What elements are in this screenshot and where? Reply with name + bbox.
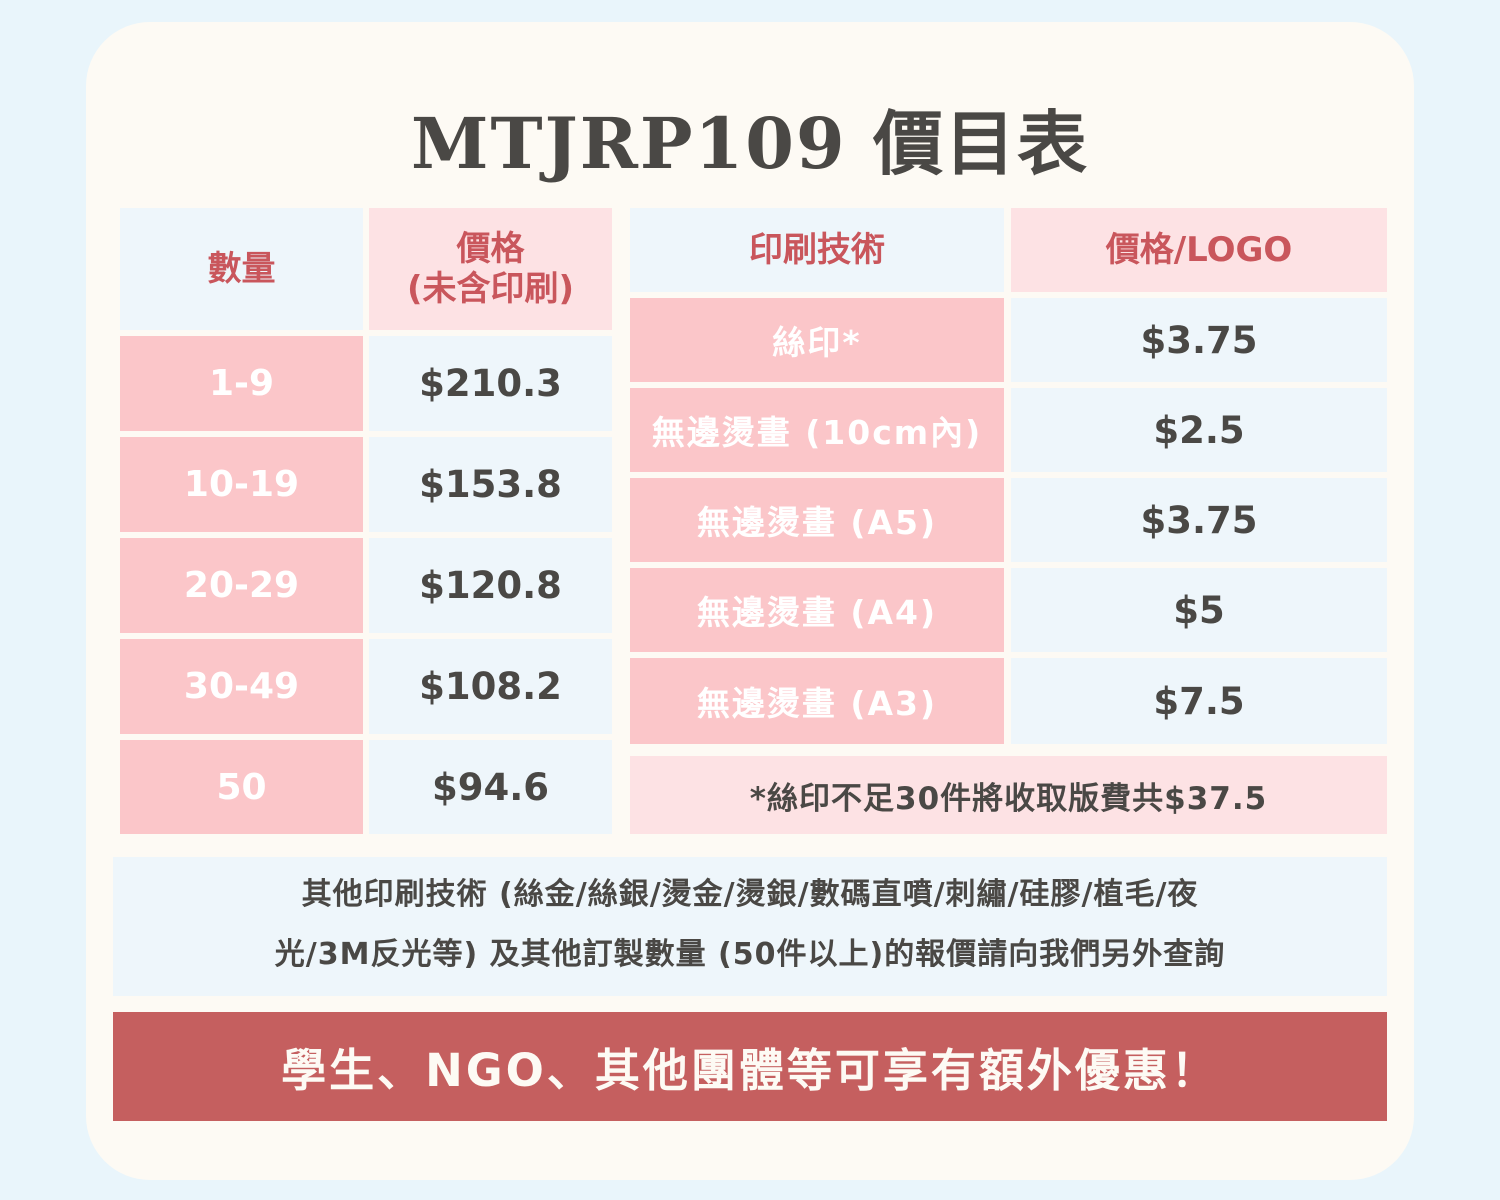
- price-cell: $153.8: [369, 437, 612, 532]
- discount-banner: 學生、NGO、其他團體等可享有額外優惠！: [113, 1012, 1387, 1121]
- page-title: MTJRP109 價目表: [411, 102, 1089, 185]
- price-cell: $120.8: [369, 538, 612, 633]
- header-print-technique: 印刷技術: [630, 208, 1004, 292]
- price-cell: $210.3: [369, 336, 612, 431]
- header-price-note: (未含印刷): [406, 269, 575, 309]
- tech-price-cell: $7.5: [1011, 658, 1387, 744]
- qty-cell: 1-9: [120, 336, 363, 431]
- tech-cell: 無邊燙畫 (A3): [630, 658, 1004, 744]
- qty-cell: 10-19: [120, 437, 363, 532]
- other-options-info: 其他印刷技術 (絲金/絲銀/燙金/燙銀/數碼直噴/刺繡/硅膠/植毛/夜 光/3M…: [113, 857, 1387, 996]
- tech-price-cell: $3.75: [1011, 478, 1387, 562]
- tech-cell: 無邊燙畫 (10cm內): [630, 388, 1004, 472]
- header-price-unprinted: 價格 (未含印刷): [369, 208, 612, 330]
- qty-cell: 30-49: [120, 639, 363, 734]
- price-cell: $108.2: [369, 639, 612, 734]
- tech-price-cell: $3.75: [1011, 298, 1387, 382]
- header-price-label: 價格: [456, 229, 525, 269]
- tech-price-cell: $2.5: [1011, 388, 1387, 472]
- tech-cell: 無邊燙畫 (A4): [630, 568, 1004, 652]
- qty-cell: 50: [120, 740, 363, 834]
- price-cell: $94.6: [369, 740, 612, 834]
- header-quantity: 數量: [120, 208, 363, 330]
- header-price-per-logo: 價格/LOGO: [1011, 208, 1387, 292]
- tech-price-cell: $5: [1011, 568, 1387, 652]
- other-info-line: 其他印刷技術 (絲金/絲銀/燙金/燙銀/數碼直噴/刺繡/硅膠/植毛/夜: [301, 877, 1199, 912]
- qty-cell: 20-29: [120, 538, 363, 633]
- other-info-line: 光/3M反光等) 及其他訂製數量 (50件以上)的報價請向我們另外查詢: [274, 937, 1226, 972]
- tech-cell: 無邊燙畫 (A5): [630, 478, 1004, 562]
- screen-print-fee-note: *絲印不足30件將收取版費共$37.5: [630, 756, 1387, 834]
- tech-cell: 絲印*: [630, 298, 1004, 382]
